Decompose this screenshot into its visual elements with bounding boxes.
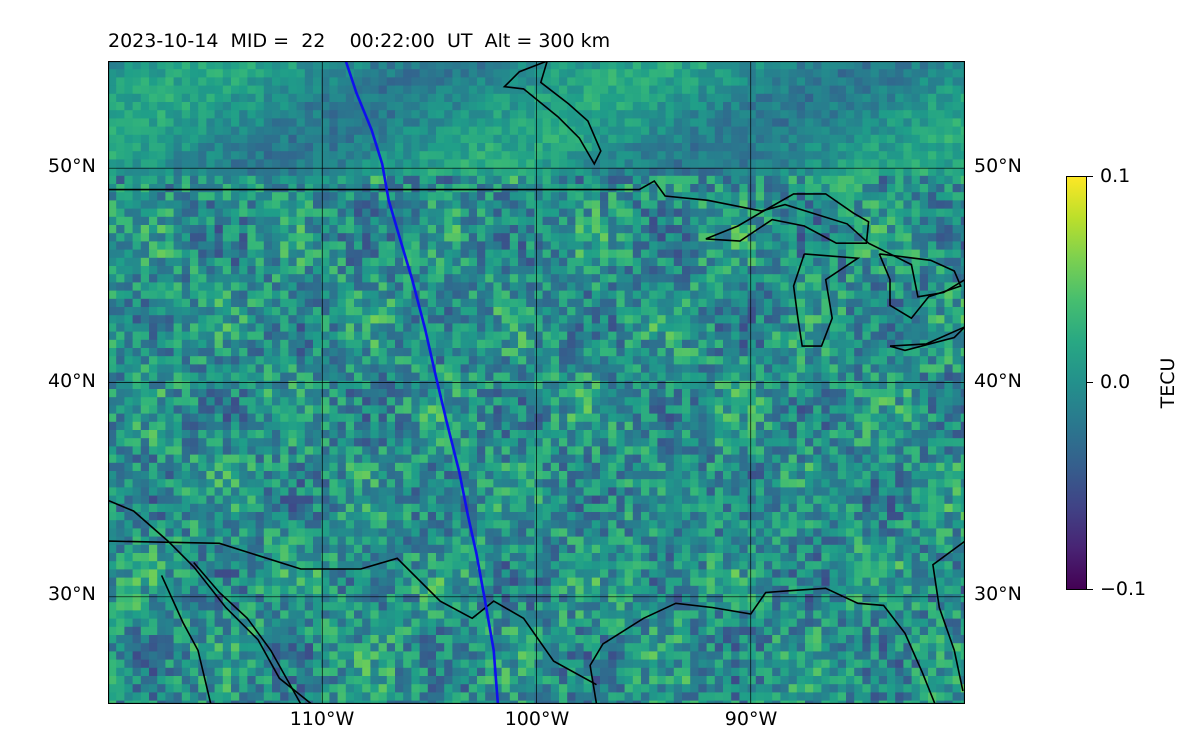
coastline-0 xyxy=(108,499,312,704)
lat-label-30-left: 30°N xyxy=(48,583,96,605)
satellite-track-line xyxy=(344,61,500,704)
lake-outline-0 xyxy=(705,193,870,244)
lat-label-30-right: 30°N xyxy=(974,583,1022,605)
title-mid-label: MID = xyxy=(230,30,290,52)
coastline-5 xyxy=(502,61,602,166)
lon-label-110w: 110°W xyxy=(289,708,355,730)
border-0 xyxy=(108,179,965,298)
lat-label-50-right: 50°N xyxy=(974,155,1022,177)
colorbar xyxy=(1066,176,1087,590)
title-altitude: Alt = 300 km xyxy=(484,30,611,52)
map-title: 2023-10-14 MID = 22 00:22:00 UT Alt = 30… xyxy=(108,30,610,52)
title-time: 00:22:00 xyxy=(349,30,435,52)
colorbar-label-zero: 0.0 xyxy=(1100,371,1131,393)
satellite-track xyxy=(344,61,500,704)
lake-outline-3 xyxy=(889,326,965,352)
coastline-2 xyxy=(160,575,212,704)
lon-label-90w: 90°W xyxy=(724,708,778,730)
colorbar-label-min: −0.1 xyxy=(1100,578,1147,600)
lat-label-50-left: 50°N xyxy=(48,155,96,177)
lat-label-40-left: 40°N xyxy=(48,370,96,392)
map-panel[interactable] xyxy=(108,61,965,704)
colorbar-label-max: 0.1 xyxy=(1100,165,1131,187)
lake-outline-2 xyxy=(878,253,962,320)
map-frame xyxy=(108,61,965,704)
colorbar-title: TECU xyxy=(1157,357,1179,409)
coastline-3 xyxy=(589,587,936,704)
colorbar-tick-zero xyxy=(1087,382,1093,383)
map-gridlines xyxy=(108,61,965,704)
border-1 xyxy=(108,540,597,686)
coastline-4 xyxy=(932,540,965,692)
colorbar-tick-min xyxy=(1087,589,1093,590)
tec-map[interactable] xyxy=(108,61,965,704)
lake-outline-1 xyxy=(792,253,861,347)
colorbar-tick-max xyxy=(1087,176,1093,177)
geographic-outlines xyxy=(108,61,965,704)
title-date: 2023-10-14 xyxy=(108,30,219,52)
coastline-1 xyxy=(193,561,302,704)
title-mid-value: 22 xyxy=(301,30,326,52)
title-time-unit: UT xyxy=(447,30,473,52)
tec-heatmap xyxy=(108,61,965,704)
lon-label-100w: 100°W xyxy=(504,708,570,730)
lat-label-40-right: 40°N xyxy=(974,370,1022,392)
